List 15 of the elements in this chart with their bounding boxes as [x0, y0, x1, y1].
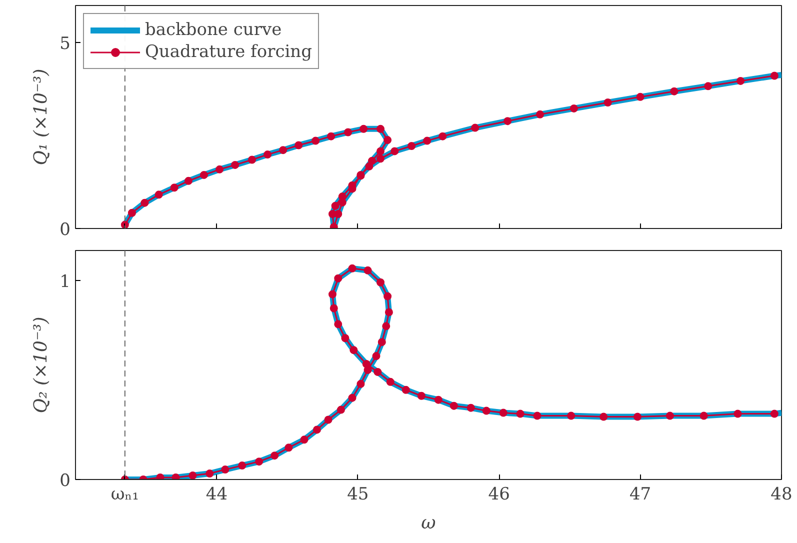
x-tick-label: 46	[488, 484, 510, 504]
y-tick-label: 0	[60, 471, 71, 491]
y-axis-title: Q₁ (×10⁻³)	[30, 68, 52, 166]
legend-label: backbone curve	[145, 20, 282, 40]
x-tick-label: 45	[347, 484, 369, 504]
x-tick-label: ωₙ₁	[110, 484, 139, 504]
y-tick-label: 5	[60, 34, 71, 54]
x-tick-label: 48	[770, 484, 792, 504]
x-tick-label: 47	[629, 484, 652, 504]
x-axis-title: ω	[421, 512, 436, 534]
y-tick-label: 0	[60, 220, 71, 240]
y-axis-title: Q₂ (×10⁻³)	[30, 316, 52, 414]
y-tick-label: 1	[60, 272, 71, 292]
legend-label: Quadrature forcing	[145, 42, 312, 62]
x-tick-label: 44	[206, 484, 228, 504]
